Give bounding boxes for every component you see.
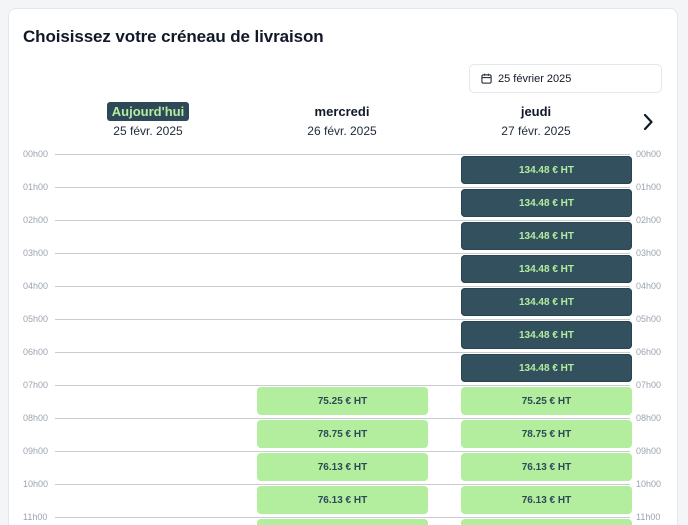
slot-jeudi-00h00[interactable]: 134.48 € HT — [461, 156, 632, 184]
hour-line — [55, 451, 630, 452]
hour-label-right: 08h00 — [636, 413, 662, 423]
hour-label-right: 01h00 — [636, 182, 662, 192]
hour-label-right: 10h00 — [636, 479, 662, 489]
slot-jeudi-04h00[interactable]: 134.48 € HT — [461, 288, 632, 316]
hour-line — [55, 154, 630, 155]
slot-mercredi-11h00[interactable] — [257, 519, 428, 525]
day-date: 27 févr. 2025 — [501, 124, 571, 138]
hour-line — [55, 352, 630, 353]
day-date: 26 févr. 2025 — [307, 124, 377, 138]
hour-label-left: 10h00 — [23, 479, 49, 489]
hour-label-left: 05h00 — [23, 314, 49, 324]
slot-jeudi-02h00[interactable]: 134.48 € HT — [461, 222, 632, 250]
hour-label-left: 08h00 — [23, 413, 49, 423]
hour-line — [55, 220, 630, 221]
hour-label-left: 04h00 — [23, 281, 49, 291]
day-header-thursday: jeudi 27 févr. 2025 — [451, 102, 621, 138]
day-name: jeudi — [520, 104, 552, 119]
hour-line — [55, 385, 630, 386]
hour-label-right: 07h00 — [636, 380, 662, 390]
hour-label-left: 09h00 — [23, 446, 49, 456]
slot-jeudi-07h00[interactable]: 75.25 € HT — [461, 387, 632, 415]
hour-line — [55, 253, 630, 254]
time-grid: 00h00 00h00 01h00 01h00 02h00 02h00 03h00 03h00… — [9, 9, 677, 525]
hour-line — [55, 418, 630, 419]
next-days-button[interactable] — [637, 110, 659, 134]
slot-jeudi-11h00[interactable] — [461, 519, 632, 525]
slot-jeudi-10h00[interactable]: 76.13 € HT — [461, 486, 632, 514]
calendar-icon — [481, 73, 492, 84]
today-badge: Aujourd'hui — [106, 102, 190, 121]
hour-line — [55, 319, 630, 320]
hour-label-right: 09h00 — [636, 446, 662, 456]
chevron-right-icon — [643, 113, 653, 131]
date-picker-value: 25 février 2025 — [498, 72, 572, 85]
slot-jeudi-09h00[interactable]: 76.13 € HT — [461, 453, 632, 481]
hour-label-left: 06h00 — [23, 347, 49, 357]
day-header-today: Aujourd'hui 25 févr. 2025 — [63, 102, 233, 138]
date-picker[interactable]: 25 février 2025 — [469, 64, 662, 93]
hour-label-left: 11h00 — [23, 512, 48, 522]
day-date: 25 févr. 2025 — [113, 124, 183, 138]
hour-label-left: 07h00 — [23, 380, 49, 390]
slot-mercredi-10h00[interactable]: 76.13 € HT — [257, 486, 428, 514]
hour-line — [55, 517, 630, 518]
hour-label-right: 04h00 — [636, 281, 662, 291]
page-title: Choisissez votre créneau de livraison — [23, 27, 324, 46]
hour-label-left: 01h00 — [23, 182, 49, 192]
hour-label-left: 00h00 — [23, 149, 49, 159]
slot-jeudi-01h00[interactable]: 134.48 € HT — [461, 189, 632, 217]
hour-label-right: 06h00 — [636, 347, 662, 357]
slot-jeudi-06h00[interactable]: 134.48 € HT — [461, 354, 632, 382]
slot-jeudi-08h00[interactable]: 78.75 € HT — [461, 420, 632, 448]
hour-label-right: 11h00 — [636, 512, 661, 522]
hour-label-right: 03h00 — [636, 248, 662, 258]
day-header-wednesday: mercredi 26 févr. 2025 — [257, 102, 427, 138]
hour-line — [55, 187, 630, 188]
hour-line — [55, 286, 630, 287]
hour-label-left: 03h00 — [23, 248, 49, 258]
slot-jeudi-05h00[interactable]: 134.48 € HT — [461, 321, 632, 349]
slot-mercredi-09h00[interactable]: 76.13 € HT — [257, 453, 428, 481]
hour-label-left: 02h00 — [23, 215, 49, 225]
slot-mercredi-07h00[interactable]: 75.25 € HT — [257, 387, 428, 415]
hour-label-right: 05h00 — [636, 314, 662, 324]
hour-label-right: 00h00 — [636, 149, 662, 159]
hour-label-right: 02h00 — [636, 215, 662, 225]
day-name: mercredi — [314, 104, 370, 119]
delivery-slot-card: Choisissez votre créneau de livraison 25… — [8, 8, 678, 525]
slot-jeudi-03h00[interactable]: 134.48 € HT — [461, 255, 632, 283]
hour-line — [55, 484, 630, 485]
slot-mercredi-08h00[interactable]: 78.75 € HT — [257, 420, 428, 448]
